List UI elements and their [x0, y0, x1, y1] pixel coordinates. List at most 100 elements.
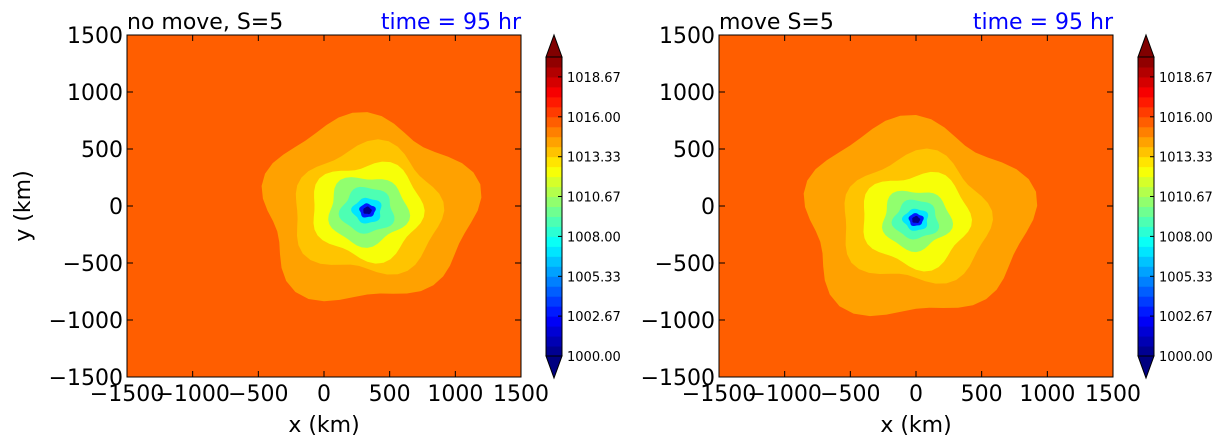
colorbar-segment: [546, 57, 562, 68]
y-ticks: −1500 −1000 −500 0 500 1000 1500: [641, 24, 1113, 391]
colorbar-segment: [546, 136, 562, 148]
y-axis-label: y (km): [11, 170, 36, 241]
colorbar-segment: [1138, 106, 1154, 118]
colorbar-tick-label: 1018.67: [1159, 71, 1213, 86]
colorbar-segment: [1138, 256, 1154, 267]
x-axis-label: x (km): [288, 413, 359, 438]
colorbar-segment: [546, 286, 562, 297]
colorbar-segment: [1138, 336, 1154, 347]
x-ticks: −1500−1000−500 0 500 1000 1500: [682, 35, 1141, 407]
colorbar-segment: [1138, 186, 1154, 198]
colorbar-segment: [546, 106, 562, 118]
colorbar-tick-label: 1000.00: [567, 350, 621, 365]
x-tick-label: −1500: [682, 382, 756, 407]
colorbar-segment: [1138, 176, 1154, 188]
colorbar-segment: [1138, 296, 1154, 307]
colorbar-segment: [1138, 246, 1154, 257]
colorbar-segment: [1138, 156, 1154, 168]
colorbar-segment: [546, 66, 562, 78]
colorbar-segment: [1138, 346, 1154, 357]
colorbar-tick-label: 1005.33: [567, 270, 621, 285]
x-tick-label: −1500: [90, 382, 164, 407]
colorbar-segment: [1138, 126, 1154, 138]
x-tick-label: −1000: [155, 382, 229, 407]
y-tick-label: 500: [81, 138, 123, 163]
colorbar-segment: [546, 326, 562, 337]
colorbar-tick-label: 1010.67: [567, 190, 621, 205]
colorbar-segment: [546, 236, 562, 247]
colorbar-segment: [1138, 226, 1154, 237]
colorbar-right: 1000.00 1002.67 1005.33 1008.00 1010.67 1013.…: [1137, 33, 1213, 380]
colorbar-tick-label: 1002.67: [567, 310, 621, 325]
colorbar-segment: [546, 336, 562, 347]
colorbar-segment: [1138, 76, 1154, 88]
colorbar-segment: [546, 196, 562, 207]
colorbar-tick-label: 1010.67: [1159, 190, 1213, 205]
colorbar-segment: [546, 186, 562, 198]
colorbar-segment: [546, 126, 562, 138]
colorbar-segment: [546, 266, 562, 277]
colorbar-tick-label: 1002.67: [1159, 310, 1213, 325]
y-tick-label: 1000: [67, 81, 123, 106]
colorbar-segment: [546, 226, 562, 237]
colorbar-segment: [546, 346, 562, 357]
title-left: move S=5: [719, 10, 834, 35]
colorbar-segment: [1138, 236, 1154, 247]
pressure-contour: [912, 215, 921, 223]
colorbar-segment: [546, 96, 562, 108]
x-tick-label: 500: [369, 382, 411, 407]
x-axis-label: x (km): [880, 413, 951, 438]
colorbar-segment: [1138, 196, 1154, 207]
colorbar-segment: [546, 176, 562, 188]
colorbar-tick-label: 1008.00: [567, 230, 621, 245]
y-tick-label: −500: [655, 252, 715, 277]
colorbar-tick-label: 1018.67: [567, 71, 621, 86]
colorbar-segment: [546, 166, 562, 178]
colorbar-segment: [546, 276, 562, 287]
colorbar-extend-max: [1137, 33, 1155, 58]
panel-move: −1500−1000−500 0 500 1000 1500 −1500−1000−50…: [641, 10, 1141, 438]
colorbar-segment: [1138, 306, 1154, 317]
x-tick-label: 1000: [427, 382, 483, 407]
y-tick-label: −1500: [641, 366, 715, 391]
colorbar-extend-min: [545, 355, 563, 380]
panel-no-move: −1500−1000−500 0 500 1000 1500 −1500−1000−50…: [11, 10, 549, 438]
colorbar-segment: [1138, 316, 1154, 327]
x-tick-label: 0: [909, 382, 923, 407]
colorbar-segment: [1138, 216, 1154, 227]
pressure-contour: [363, 206, 372, 215]
colorbar-segment: [546, 306, 562, 317]
y-tick-label: 1000: [659, 81, 715, 106]
y-tick-label: −1000: [49, 309, 123, 334]
colorbar-segment: [1138, 96, 1154, 108]
y-ticks: −1500 −1000 −500 0 500 1000 1500: [49, 24, 521, 391]
colorbar-segment: [1138, 286, 1154, 297]
colorbar-segment: [546, 206, 562, 217]
colorbar-segment: [546, 146, 562, 158]
colorbar-segment: [546, 296, 562, 307]
colorbar-segment: [546, 216, 562, 227]
colorbar-frame: [1137, 56, 1155, 357]
colorbar-segment: [546, 256, 562, 267]
colorbar-tick-label: 1008.00: [1159, 230, 1213, 245]
pressure-field-move: [719, 35, 1113, 377]
x-ticks: −1500−1000−500 0 500 1000 1500: [90, 35, 549, 407]
colorbar-tick-label: 1013.33: [1159, 151, 1213, 166]
y-tick-label: −1500: [49, 366, 123, 391]
y-tick-label: 1500: [67, 24, 123, 49]
colorbar-segment: [1138, 136, 1154, 148]
colorbar-segment: [1138, 266, 1154, 277]
title-left: no move, S=5: [127, 10, 283, 35]
x-tick-label: 1500: [493, 382, 549, 407]
colorbar-tick-label: 1013.33: [567, 151, 621, 166]
colorbar-segment: [1138, 206, 1154, 217]
title-right: time = 95 hr: [973, 10, 1114, 35]
colorbar-tick-label: 1000.00: [1159, 350, 1213, 365]
colorbar-segment: [546, 246, 562, 257]
colorbar-segment: [546, 116, 562, 128]
colorbar-segment: [1138, 86, 1154, 98]
title-right: time = 95 hr: [381, 10, 522, 35]
colorbar-tick-label: 1005.33: [1159, 270, 1213, 285]
colorbar-extend-min: [1137, 355, 1155, 380]
